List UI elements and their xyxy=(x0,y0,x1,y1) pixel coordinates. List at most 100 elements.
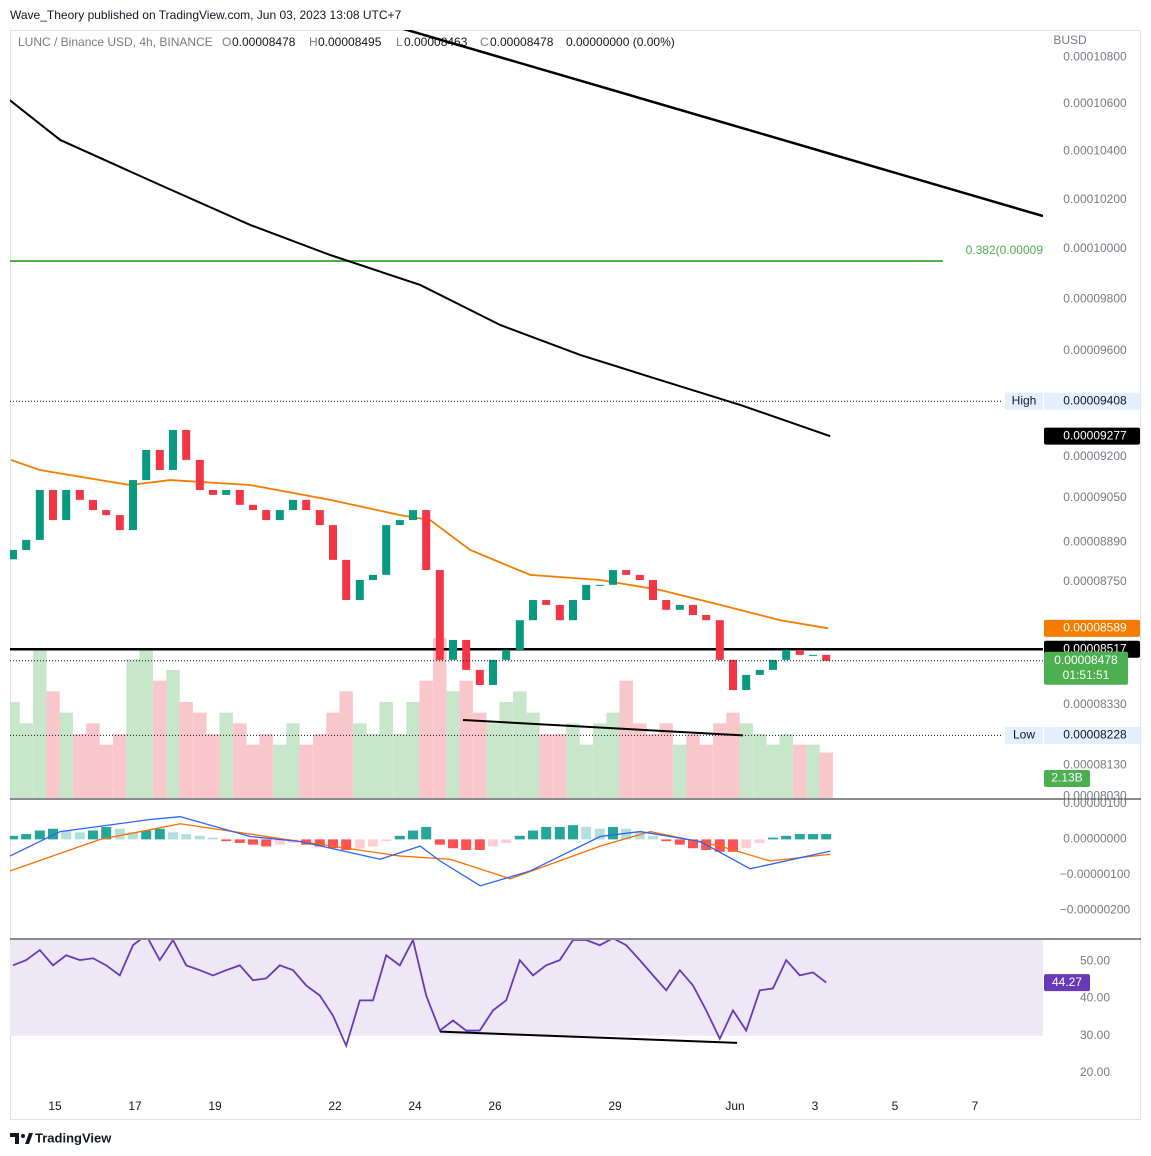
macd-histogram-bar xyxy=(634,832,645,840)
candle-body xyxy=(622,570,631,575)
y-tick-label: 30.00 xyxy=(1080,1028,1110,1042)
macd-histogram-bar xyxy=(434,839,445,845)
volume-bar xyxy=(606,712,620,798)
macd-histogram-bar xyxy=(181,834,192,840)
volume-tag: 2.13B xyxy=(1051,771,1082,785)
trendline xyxy=(402,30,1043,218)
high-label-box xyxy=(1005,392,1043,410)
volume-bar xyxy=(219,712,233,798)
volume-bar xyxy=(59,712,73,798)
candle-body xyxy=(435,570,444,660)
brand: TradingView xyxy=(35,1130,112,1145)
macd-histogram-bar xyxy=(674,839,685,845)
candle-body xyxy=(769,659,777,670)
volume-bar xyxy=(339,691,353,798)
x-tick-label: 5 xyxy=(892,1099,899,1113)
macd-histogram-bar xyxy=(194,835,205,840)
candle-body xyxy=(542,600,551,605)
volume-bar xyxy=(113,734,127,798)
volume-bar xyxy=(713,723,727,798)
macd-histogram-bar xyxy=(794,834,805,840)
candle-body xyxy=(182,429,191,460)
candle-body xyxy=(422,510,431,571)
x-tick-label: 29 xyxy=(608,1099,622,1113)
y-tick-label: 0.00000100 xyxy=(1063,796,1127,810)
macd-histogram-bar xyxy=(88,830,98,840)
low-label-box xyxy=(1005,726,1043,744)
candle-body xyxy=(222,489,231,495)
x-tick-label: 22 xyxy=(328,1099,342,1113)
rsi-tag-box xyxy=(1044,974,1090,992)
y-tick-label: 0.00009050 xyxy=(1063,490,1127,504)
candle-body xyxy=(75,489,84,500)
volume-bar xyxy=(699,744,713,798)
pane xyxy=(10,30,1043,798)
volume-bar xyxy=(153,680,167,798)
currency: BUSD xyxy=(1053,33,1087,47)
legend-value: 0.00008478 xyxy=(490,35,554,49)
volume-bar xyxy=(526,712,540,798)
pane xyxy=(10,940,1043,1049)
candle-body xyxy=(262,510,271,521)
macd-histogram-bar xyxy=(421,826,432,840)
macd-histogram-bar xyxy=(808,834,818,840)
macd-histogram-bar xyxy=(248,839,258,845)
frame xyxy=(10,30,1141,1120)
volume-bar xyxy=(686,734,700,798)
y-tick-label: 0.00008330 xyxy=(1063,697,1127,711)
y-tick-label: 0.00010000 xyxy=(1063,241,1127,255)
y-tick-label: 0.00010400 xyxy=(1063,143,1127,157)
candle-body xyxy=(89,499,97,511)
x-tick-label: 17 xyxy=(128,1099,142,1113)
x-tick-label: Jun xyxy=(725,1099,744,1113)
y-tick-label: 50.00 xyxy=(1080,953,1110,967)
macd-histogram-bar xyxy=(381,839,392,842)
macd-histogram-bar xyxy=(514,835,525,840)
macd-histogram-bar xyxy=(768,837,778,840)
volume-bar xyxy=(179,702,193,798)
volume-bar xyxy=(73,734,87,798)
y-tick-label: 0.00009600 xyxy=(1063,343,1127,357)
volume-bar xyxy=(19,723,33,798)
y-tick-label: 0.00008890 xyxy=(1063,535,1127,549)
volume-bar xyxy=(379,702,393,798)
volume-bar xyxy=(353,723,367,798)
macd-histogram-bar xyxy=(354,839,365,849)
macd-histogram-bar xyxy=(541,826,552,840)
signal-line xyxy=(10,823,831,880)
candle-body xyxy=(35,489,44,540)
macd-histogram-bar xyxy=(21,834,32,840)
candle-body xyxy=(742,674,751,691)
x-tick-label: 19 xyxy=(208,1099,222,1113)
macd-histogram-bar xyxy=(741,839,752,849)
volume-bar xyxy=(513,691,527,798)
volume-bar xyxy=(726,712,740,798)
volume-bar xyxy=(619,680,633,798)
macd-histogram-bar xyxy=(754,839,765,843)
macd-histogram-bar xyxy=(821,834,832,840)
y-tick-label: 20.00 xyxy=(1080,1065,1110,1079)
rsi-tag: 44.27 xyxy=(1052,975,1082,989)
macd-histogram-bar xyxy=(114,828,125,840)
y-tick-label: 0.00010200 xyxy=(1063,192,1127,206)
legend-value: 0.00008495 xyxy=(318,35,382,49)
legend-value: 0.00008463 xyxy=(404,35,468,49)
candle-body xyxy=(115,515,124,531)
macd-histogram-bar xyxy=(501,839,512,843)
rsi-line xyxy=(12,940,827,1049)
legend-key: L xyxy=(396,35,403,49)
macd-histogram-bar xyxy=(554,826,565,840)
macd-histogram-bar xyxy=(661,839,672,842)
volume-bar xyxy=(659,723,673,798)
candle-body xyxy=(22,539,31,551)
candle-body xyxy=(155,449,164,470)
y-tick-label: 0.00009800 xyxy=(1063,292,1127,306)
volume-bar xyxy=(33,648,47,798)
volume-bar xyxy=(166,670,180,798)
volume-bar xyxy=(139,648,153,798)
macd-line xyxy=(10,816,831,887)
candle-body xyxy=(195,459,204,490)
volume-bar xyxy=(486,723,500,798)
x-tick-label: 24 xyxy=(408,1099,422,1113)
